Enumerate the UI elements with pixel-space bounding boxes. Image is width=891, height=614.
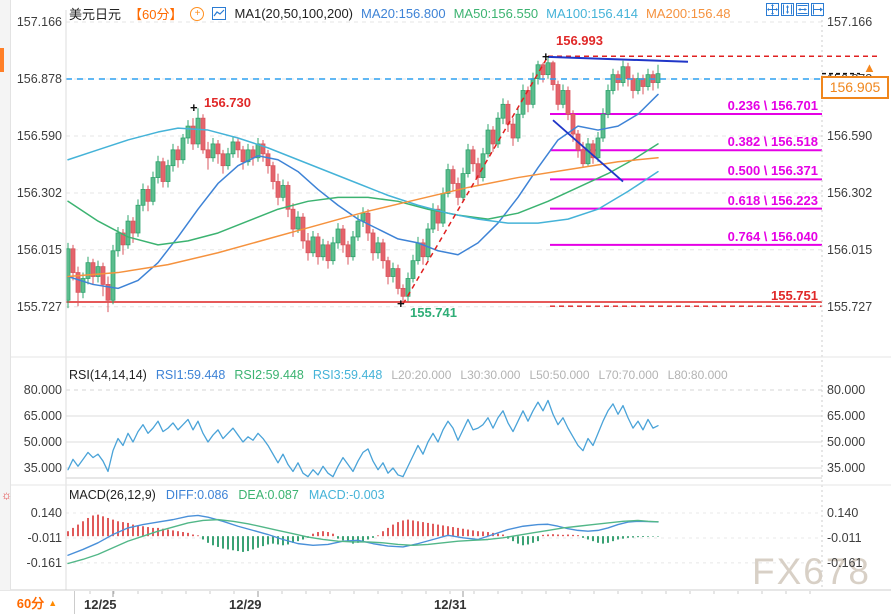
y-axis-label: 0.140 bbox=[827, 506, 859, 520]
rsi-title: RSI(14,14,14) bbox=[69, 368, 147, 382]
date-label: 12/29 bbox=[229, 597, 262, 612]
y-axis-label: -0.161 bbox=[26, 555, 62, 570]
swing-low-marker: + bbox=[397, 296, 405, 311]
y-axis-label: 65.000 bbox=[23, 409, 62, 423]
y-axis-label: 156.302 bbox=[827, 185, 873, 200]
rsi-l80: L80:80.000 bbox=[667, 368, 728, 382]
y-axis-label: 156.302 bbox=[16, 185, 62, 200]
indicator-chart-icon bbox=[212, 7, 227, 20]
macd-value: MACD:-0.003 bbox=[308, 488, 385, 502]
macd-dea-value: DEA:0.087 bbox=[238, 488, 299, 502]
ma20-value: MA20:156.800 bbox=[361, 6, 446, 21]
rsi-l30: L30:30.000 bbox=[460, 368, 521, 382]
settings-icon[interactable]: ☼ bbox=[1, 488, 12, 502]
fib-level-label: 0.618 \ 156.223 bbox=[727, 192, 818, 208]
rsi2-value: RSI2:59.448 bbox=[234, 368, 304, 382]
rsi-l50: L50:50.000 bbox=[529, 368, 590, 382]
support-label: 155.751 bbox=[771, 288, 818, 303]
fib-level-label: 0.236 \ 156.701 bbox=[727, 98, 818, 114]
period-selector-label: 60分 bbox=[16, 596, 45, 611]
scale-y-icon[interactable] bbox=[781, 3, 794, 16]
y-axis-label: 35.000 bbox=[827, 461, 866, 475]
scale-x-icon[interactable] bbox=[796, 3, 809, 16]
ma-group-label: MA1(20,50,100,200) bbox=[234, 6, 354, 21]
macd-legend: MACD(26,12,9) DIFF:0.086 DEA:0.087 MACD:… bbox=[69, 488, 385, 502]
rsi-l20: L20:20.000 bbox=[391, 368, 452, 382]
period-up-arrow-icon: ▲ bbox=[48, 597, 58, 608]
left-rail bbox=[0, 0, 11, 590]
current-price-badge: 156.905 bbox=[821, 76, 889, 99]
y-axis-label: 0.140 bbox=[30, 506, 62, 520]
y-axis-label: -0.161 bbox=[827, 555, 863, 570]
left-peak-label: 156.730 bbox=[204, 95, 251, 110]
y-axis-label: 65.000 bbox=[827, 409, 866, 423]
shift-right-icon[interactable] bbox=[811, 3, 824, 16]
y-axis-label: 155.727 bbox=[827, 299, 873, 314]
chart-toolbar bbox=[766, 3, 824, 16]
y-axis-label: 156.878 bbox=[16, 71, 62, 86]
y-axis-label: 156.590 bbox=[16, 128, 62, 143]
y-axis-label: -0.011 bbox=[27, 530, 62, 545]
rsi-l70: L70:70.000 bbox=[598, 368, 659, 382]
macd-diff-value: DIFF:0.086 bbox=[165, 488, 229, 502]
period-label: 【60分】 bbox=[129, 7, 183, 22]
ma50-value: MA50:156.550 bbox=[453, 6, 539, 21]
y-axis-label: 50.000 bbox=[827, 435, 866, 449]
price-up-arrow-icon: ▲ bbox=[863, 60, 876, 75]
rsi3-value: RSI3:59.448 bbox=[312, 368, 383, 382]
fib-level-label: 0.500 \ 156.371 bbox=[727, 163, 818, 179]
rail-indicator bbox=[0, 48, 4, 72]
y-axis-label: 35.000 bbox=[23, 461, 62, 475]
macd-title: MACD(26,12,9) bbox=[69, 488, 156, 502]
y-axis-label: 156.015 bbox=[16, 242, 62, 257]
period-selector[interactable]: 60分 ▲ bbox=[0, 591, 75, 614]
fib-level-label: 0.764 \ 156.040 bbox=[727, 228, 818, 244]
main-legend: 美元日元 【60分】 + MA1(20,50,100,200) MA20:156… bbox=[69, 4, 731, 23]
y-axis-label: 156.590 bbox=[827, 128, 873, 143]
y-axis-label: 156.015 bbox=[827, 242, 873, 257]
swing-high-label: 156.993 bbox=[556, 33, 603, 48]
rsi-legend: RSI(14,14,14) RSI1:59.448 RSI2:59.448 RS… bbox=[69, 368, 728, 382]
y-axis-label: 80.000 bbox=[827, 383, 866, 397]
symbol-title: 美元日元 bbox=[69, 7, 122, 22]
pan-icon[interactable] bbox=[766, 3, 779, 16]
watermark: FX678 bbox=[752, 551, 872, 592]
swing-high-marker: + bbox=[542, 49, 550, 64]
fib-level-label: 0.382 \ 156.518 bbox=[727, 134, 818, 150]
y-axis-label: 50.000 bbox=[23, 435, 62, 449]
y-axis-label: 155.727 bbox=[16, 299, 62, 314]
swing-low-label: 155.741 bbox=[410, 305, 457, 320]
y-axis-label: 157.166 bbox=[16, 15, 62, 29]
date-label: 12/31 bbox=[434, 597, 467, 612]
y-axis-label: 157.166 bbox=[827, 15, 873, 29]
ma200-value: MA200:156.48 bbox=[645, 6, 731, 21]
y-axis-label: 80.000 bbox=[23, 383, 62, 397]
rsi1-value: RSI1:59.448 bbox=[155, 368, 226, 382]
left-peak-marker: + bbox=[190, 100, 198, 115]
y-axis-label: -0.011 bbox=[827, 530, 862, 545]
add-indicator-icon[interactable]: + bbox=[190, 6, 205, 21]
date-label: 12/25 bbox=[84, 597, 117, 612]
ma100-value: MA100:156.414 bbox=[546, 6, 638, 21]
